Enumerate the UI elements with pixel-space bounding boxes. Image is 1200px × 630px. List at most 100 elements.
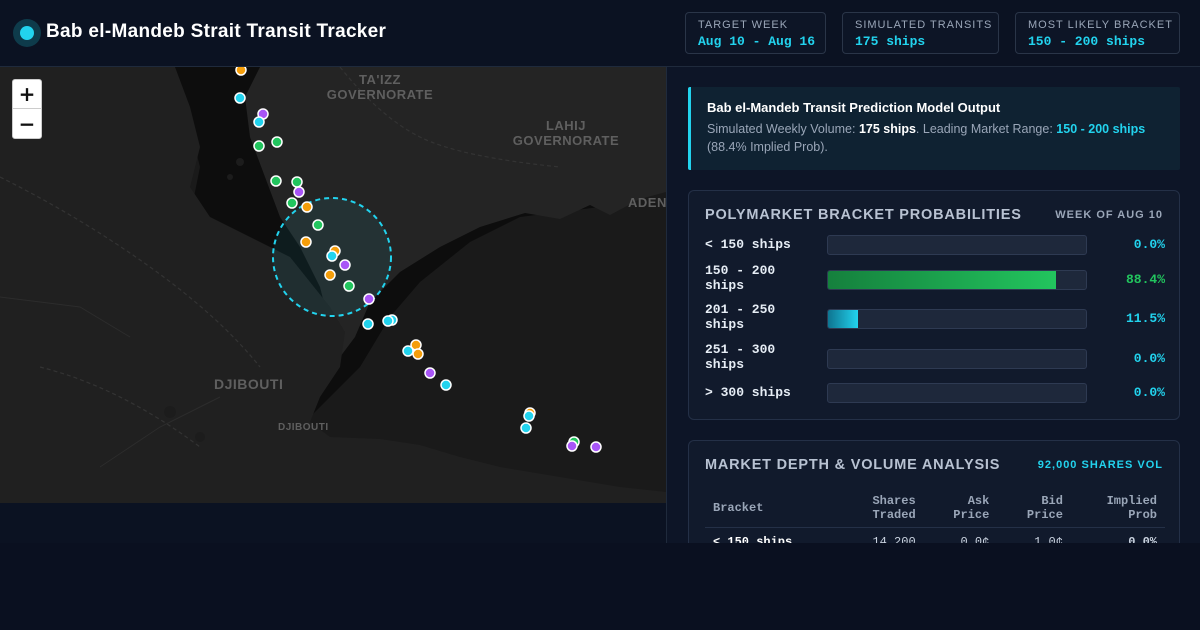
ship-marker[interactable] <box>343 280 355 292</box>
map-basemap <box>0 67 666 503</box>
bracket-probabilities-card: POLYMARKET BRACKET PROBABILITIES WEEK OF… <box>688 190 1180 420</box>
road-line <box>99 396 221 468</box>
zoom-out-button[interactable]: − <box>18 111 36 136</box>
alert-range: 150 - 200 ships <box>1056 122 1146 136</box>
map-label-aden: ADEN <box>628 195 666 210</box>
ship-marker[interactable] <box>253 116 265 128</box>
ship-marker[interactable] <box>270 175 282 187</box>
map-label-lahij: LAHIJ GOVERNORATE <box>512 118 620 148</box>
alert-volume: 175 ships <box>858 122 916 136</box>
card-subtitle: 92,000 SHARES VOL <box>1037 459 1163 471</box>
stat-target-week: TARGET WEEK Aug 10 - Aug 16 <box>685 12 826 54</box>
road-line <box>0 296 131 338</box>
stat-value: 175 ships <box>855 34 926 49</box>
map-footer <box>0 503 666 543</box>
ship-marker[interactable] <box>523 410 535 422</box>
cell-bid: 1.0¢ <box>1034 534 1063 544</box>
probability-bar-fill <box>828 271 1057 289</box>
ship-marker[interactable] <box>440 379 452 391</box>
bracket-label: 201 - 250 ships <box>705 302 776 332</box>
cell-bracket: < 150 ships <box>713 534 793 544</box>
ship-marker[interactable] <box>339 259 351 271</box>
bracket-label: > 300 ships <box>705 385 791 400</box>
island <box>236 158 244 166</box>
ship-marker[interactable] <box>234 92 246 104</box>
card-title: POLYMARKET BRACKET PROBABILITIES <box>705 207 1022 223</box>
app-title: Bab el-Mandeb Strait Transit Tracker <box>46 21 387 42</box>
probability-value: 0.0% <box>1133 385 1165 400</box>
border-line <box>339 67 561 168</box>
map-label-djibouti-country: DJIBOUTI <box>214 376 284 392</box>
bracket-label: < 150 ships <box>705 237 791 252</box>
africa-land <box>0 67 666 503</box>
ship-marker[interactable] <box>412 348 424 360</box>
table-row[interactable]: < 150 ships 14,200 0.0¢ 1.0¢ 0.0% <box>705 527 1165 544</box>
ship-marker[interactable] <box>326 250 338 262</box>
stat-label: SIMULATED TRANSITS <box>855 19 993 31</box>
bracket-label: 150 - 200 ships <box>705 263 776 293</box>
ship-marker[interactable] <box>291 176 303 188</box>
strait-map[interactable]: TA'IZZ GOVERNORATE LAHIJ GOVERNORATE ADEN … <box>0 67 666 503</box>
stat-most-likely-bracket: MOST LIKELY BRACKET 150 - 200 ships <box>1015 12 1180 54</box>
ship-marker[interactable] <box>253 140 265 152</box>
ship-marker[interactable] <box>301 201 313 213</box>
ship-marker[interactable] <box>235 67 247 76</box>
card-title: MARKET DEPTH & VOLUME ANALYSIS <box>705 457 1001 473</box>
column-header[interactable]: Shares Traded <box>839 489 924 528</box>
probability-bar <box>827 270 1087 290</box>
alert-text: Simulated Weekly Volume: 175 ships. Lead… <box>707 122 1146 154</box>
ship-marker[interactable] <box>424 367 436 379</box>
column-header[interactable]: Bracket <box>705 489 840 528</box>
island <box>227 174 233 180</box>
map-label-taizz: TA'IZZ GOVERNORATE <box>326 72 434 102</box>
ship-marker[interactable] <box>520 422 532 434</box>
model-output-alert: Bab el-Mandeb Transit Prediction Model O… <box>688 87 1180 170</box>
stat-label: TARGET WEEK <box>698 19 789 31</box>
probability-bar <box>827 349 1087 369</box>
market-depth-card: MARKET DEPTH & VOLUME ANALYSIS 92,000 SH… <box>688 440 1180 543</box>
probability-bar <box>827 383 1087 403</box>
ship-marker[interactable] <box>271 136 283 148</box>
ship-marker[interactable] <box>382 315 394 327</box>
ship-marker[interactable] <box>324 269 336 281</box>
cell-ask: 0.0¢ <box>960 534 990 544</box>
ship-marker[interactable] <box>566 440 578 452</box>
probability-value: 0.0% <box>1133 351 1165 366</box>
column-header[interactable]: Ask Price <box>923 489 998 528</box>
bracket-label: 251 - 300 ships <box>705 342 776 372</box>
probability-value: 0.0% <box>1133 237 1165 252</box>
ship-marker[interactable] <box>293 186 305 198</box>
cell-implied: 0.0% <box>1128 534 1157 544</box>
ship-marker[interactable] <box>590 441 602 453</box>
stat-value: Aug 10 - Aug 16 <box>698 34 816 49</box>
stat-simulated-transits: SIMULATED TRANSITS 175 ships <box>842 12 999 54</box>
analysis-panel: Bab el-Mandeb Transit Prediction Model O… <box>666 67 1200 543</box>
radar-dot-icon <box>13 19 41 47</box>
border-line <box>39 366 201 448</box>
probability-value: 11.5% <box>1125 311 1165 326</box>
stat-label: MOST LIKELY BRACKET <box>1028 19 1173 31</box>
alert-title: Bab el-Mandeb Transit Prediction Model O… <box>707 100 1001 115</box>
zoom-in-button[interactable]: + <box>13 80 41 109</box>
market-depth-table: Bracket Shares Traded Ask Price Bid Pric… <box>705 489 1165 543</box>
ship-marker[interactable] <box>300 236 312 248</box>
probability-value: 88.4% <box>1125 272 1165 287</box>
probability-bar <box>827 235 1087 255</box>
ship-marker[interactable] <box>402 345 414 357</box>
map-label-djibouti-city: DJIBOUTI <box>278 422 329 433</box>
ship-marker[interactable] <box>286 197 298 209</box>
cell-shares: 14,200 <box>872 534 916 544</box>
card-subtitle: WEEK OF AUG 10 <box>1055 209 1163 221</box>
probability-bar <box>827 309 1087 329</box>
app-header: Bab el-Mandeb Strait Transit Tracker TAR… <box>0 0 1200 67</box>
ship-markers <box>234 67 602 453</box>
column-header[interactable]: Bid Price <box>997 489 1071 528</box>
ship-marker[interactable] <box>363 293 375 305</box>
ship-marker[interactable] <box>312 219 324 231</box>
ship-marker[interactable] <box>362 318 374 330</box>
column-header[interactable]: Implied Prob <box>1070 489 1165 528</box>
island <box>164 406 176 418</box>
stat-value: 150 - 200 ships <box>1028 34 1146 49</box>
island <box>195 432 205 442</box>
probability-bar-fill <box>828 310 858 328</box>
